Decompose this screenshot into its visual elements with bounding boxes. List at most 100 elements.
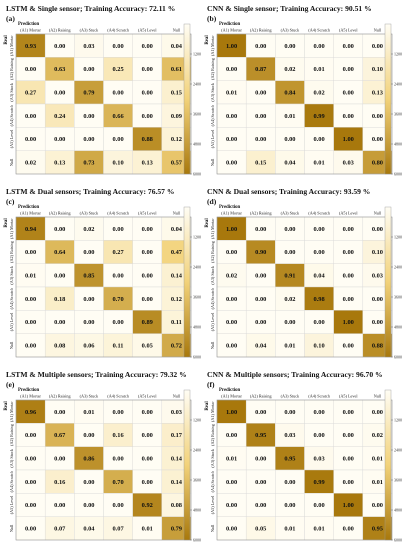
row-class-label: (A1) Mortar bbox=[210, 35, 215, 56]
colorbar-tick-label: 2400 bbox=[394, 447, 402, 452]
column-class-label: (A1) Mortar bbox=[20, 211, 41, 216]
cell-value: 0.00 bbox=[83, 502, 94, 509]
cell-value: 0.10 bbox=[372, 249, 383, 256]
cell-value: 0.93 bbox=[25, 43, 36, 50]
column-class-label: Null bbox=[374, 28, 382, 33]
cell-value: 0.00 bbox=[25, 249, 36, 256]
cell-value: 0.00 bbox=[313, 502, 324, 509]
colorbar-tick-label: 3600 bbox=[193, 477, 201, 482]
cell-value: 0.84 bbox=[284, 90, 296, 97]
cell-value: 0.00 bbox=[226, 343, 237, 350]
cell-value: 0.12 bbox=[171, 136, 182, 143]
panel-letter: (f) bbox=[207, 380, 215, 389]
cell-value: 0.00 bbox=[343, 343, 354, 350]
cell-value: 0.08 bbox=[171, 502, 182, 509]
cell-value: 0.05 bbox=[142, 343, 153, 350]
cell-value: 0.70 bbox=[112, 479, 123, 486]
row-class-label: (A5) Level bbox=[9, 129, 14, 148]
cell-value: 1.00 bbox=[343, 319, 354, 326]
real-axis-label: Real bbox=[205, 401, 210, 411]
column-class-label: (A5) Level bbox=[339, 28, 358, 33]
cell-value: 0.01 bbox=[313, 160, 324, 167]
cell-value: 0.72 bbox=[171, 343, 182, 350]
column-class-label: (A3) Stuck bbox=[80, 211, 99, 216]
cell-value: 0.09 bbox=[171, 113, 182, 120]
cell-value: 0.02 bbox=[284, 296, 295, 303]
matrix-border bbox=[216, 216, 393, 358]
colorbar-tick-label: 2400 bbox=[394, 81, 402, 86]
cell-value: 0.86 bbox=[83, 456, 95, 463]
cell-value: 0.00 bbox=[343, 273, 354, 280]
cell-value: 0.00 bbox=[112, 90, 123, 97]
row-class-label: Null bbox=[210, 158, 215, 166]
confusion-matrix-panel: LSTM & Single sensor; Training Accuracy:… bbox=[4, 4, 201, 176]
cell-value: 0.24 bbox=[54, 113, 66, 120]
row-class-label: (A3) Stuck bbox=[210, 265, 215, 284]
cell-value: 0.02 bbox=[25, 160, 36, 167]
cell-value: 0.00 bbox=[25, 526, 36, 533]
cell-value: 0.16 bbox=[112, 432, 124, 439]
cell-value: 0.00 bbox=[226, 526, 237, 533]
cell-value: 0.00 bbox=[25, 432, 36, 439]
cell-value: 0.00 bbox=[284, 136, 295, 143]
cell-value: 0.00 bbox=[343, 90, 354, 97]
cell-value: 0.00 bbox=[54, 90, 65, 97]
row-class-label: (A2) Raising bbox=[9, 240, 14, 263]
cell-value: 0.73 bbox=[83, 160, 94, 167]
column-class-label: (A3) Stuck bbox=[281, 394, 300, 399]
cell-value: 0.00 bbox=[284, 249, 295, 256]
cell-value: 0.00 bbox=[284, 226, 295, 233]
cell-value: 0.00 bbox=[226, 66, 237, 73]
column-class-label: (A2) Raising bbox=[250, 211, 273, 216]
cell-value: 0.00 bbox=[112, 43, 123, 50]
cell-value: 0.00 bbox=[25, 479, 36, 486]
cell-value: 0.00 bbox=[112, 502, 123, 509]
colorbar-tick-label: 1200 bbox=[193, 417, 201, 422]
cell-value: 0.00 bbox=[142, 432, 153, 439]
cell-value: 0.00 bbox=[372, 226, 383, 233]
row-class-label: Null bbox=[210, 341, 215, 349]
column-class-label: (A5) Level bbox=[138, 28, 157, 33]
cell-value: 0.00 bbox=[25, 136, 36, 143]
cell-value: 0.95 bbox=[372, 526, 383, 533]
cell-value: 0.03 bbox=[284, 432, 295, 439]
row-class-label: (A4) Scratch bbox=[9, 104, 14, 126]
colorbar-tick-label: 4800 bbox=[193, 141, 201, 146]
cell-value: 0.00 bbox=[313, 409, 324, 416]
row-class-label: (A5) Level bbox=[210, 495, 215, 514]
matrix-border bbox=[216, 33, 393, 175]
cell-value: 0.27 bbox=[25, 90, 37, 97]
cell-value: 0.61 bbox=[171, 66, 182, 73]
cell-value: 0.00 bbox=[226, 113, 237, 120]
row-class-label: (A2) Raising bbox=[210, 423, 215, 446]
cell-value: 0.94 bbox=[25, 226, 37, 233]
cell-value: 0.00 bbox=[142, 249, 153, 256]
panel-title: LSTM & Dual sensors; Training Accuracy: … bbox=[6, 187, 174, 196]
cell-value: 0.00 bbox=[226, 319, 237, 326]
cell-value: 0.02 bbox=[313, 90, 324, 97]
colorbar-tick-label: 1200 bbox=[394, 417, 402, 422]
column-class-label: (A4) Scratch bbox=[107, 211, 129, 216]
colorbar-tick-label: 4800 bbox=[193, 507, 201, 512]
cell-value: 0.00 bbox=[25, 456, 36, 463]
colorbar-tick-label: 4800 bbox=[394, 324, 402, 329]
cell-value: 0.00 bbox=[372, 113, 383, 120]
cell-value: 0.15 bbox=[255, 160, 266, 167]
row-class-label: (A3) Stuck bbox=[210, 82, 215, 101]
column-class-label: (A1) Mortar bbox=[20, 28, 41, 33]
cell-value: 0.04 bbox=[313, 273, 325, 280]
cell-value: 0.25 bbox=[112, 66, 123, 73]
column-class-label: (A5) Level bbox=[339, 211, 358, 216]
colorbar-tick-label: 3600 bbox=[193, 294, 201, 299]
cell-value: 0.66 bbox=[112, 113, 124, 120]
row-class-label: (A3) Stuck bbox=[9, 82, 14, 101]
colorbar-tick-label: 6000 bbox=[394, 354, 402, 359]
cell-value: 0.14 bbox=[171, 456, 183, 463]
cell-value: 0.01 bbox=[284, 343, 295, 350]
cell-value: 0.89 bbox=[142, 319, 153, 326]
cell-value: 0.02 bbox=[226, 273, 237, 280]
cell-value: 0.00 bbox=[284, 502, 295, 509]
cell-value: 0.13 bbox=[54, 160, 65, 167]
cell-value: 0.00 bbox=[83, 319, 94, 326]
column-class-label: (A3) Stuck bbox=[80, 394, 99, 399]
